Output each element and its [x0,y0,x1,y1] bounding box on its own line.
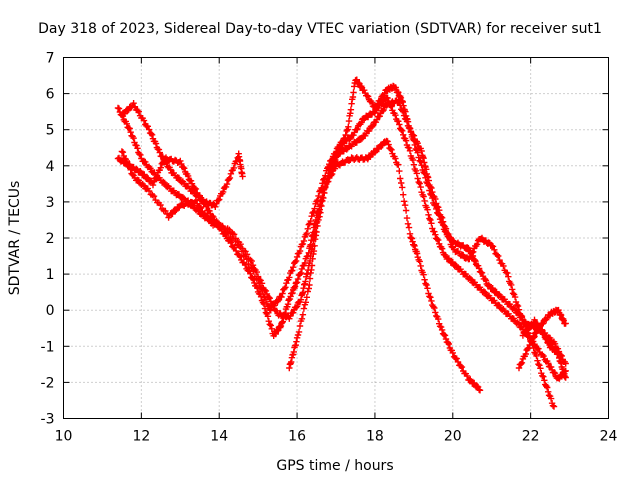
data-series [114,76,569,410]
y-tick-label: 4 [46,159,55,175]
x-tick-label: 22 [522,429,540,445]
y-tick-label: 2 [46,231,55,247]
x-axis-label: GPS time / hours [276,458,393,474]
y-tick-label: 3 [46,195,55,211]
series-track-7 [519,316,569,381]
series-track-2 [114,94,569,382]
y-tick-label: 5 [46,123,55,139]
y-axis-label: SDTVAR / TECUs [7,181,23,296]
y-tick-label: 7 [46,51,55,67]
y-tick-label: -2 [41,375,55,391]
y-tick-label: 6 [46,87,55,103]
chart-title: Day 318 of 2023, Sidereal Day-to-day VTE… [38,21,602,37]
y-tick-label: 0 [46,303,55,319]
series-track-6 [515,306,569,372]
x-tick-label: 20 [444,429,462,445]
x-tick-label: 16 [288,429,306,445]
x-tick-label: 18 [366,429,384,445]
x-tick-label: 24 [600,429,618,445]
series-track-5 [286,76,558,410]
x-tick-label: 10 [55,429,73,445]
y-tick-label: 1 [46,267,55,283]
plot-frame [63,57,609,419]
x-tick-label: 12 [132,429,150,445]
y-tick-label: -3 [41,412,55,428]
x-tick-label: 14 [210,429,228,445]
y-tick-label: -1 [41,339,55,355]
